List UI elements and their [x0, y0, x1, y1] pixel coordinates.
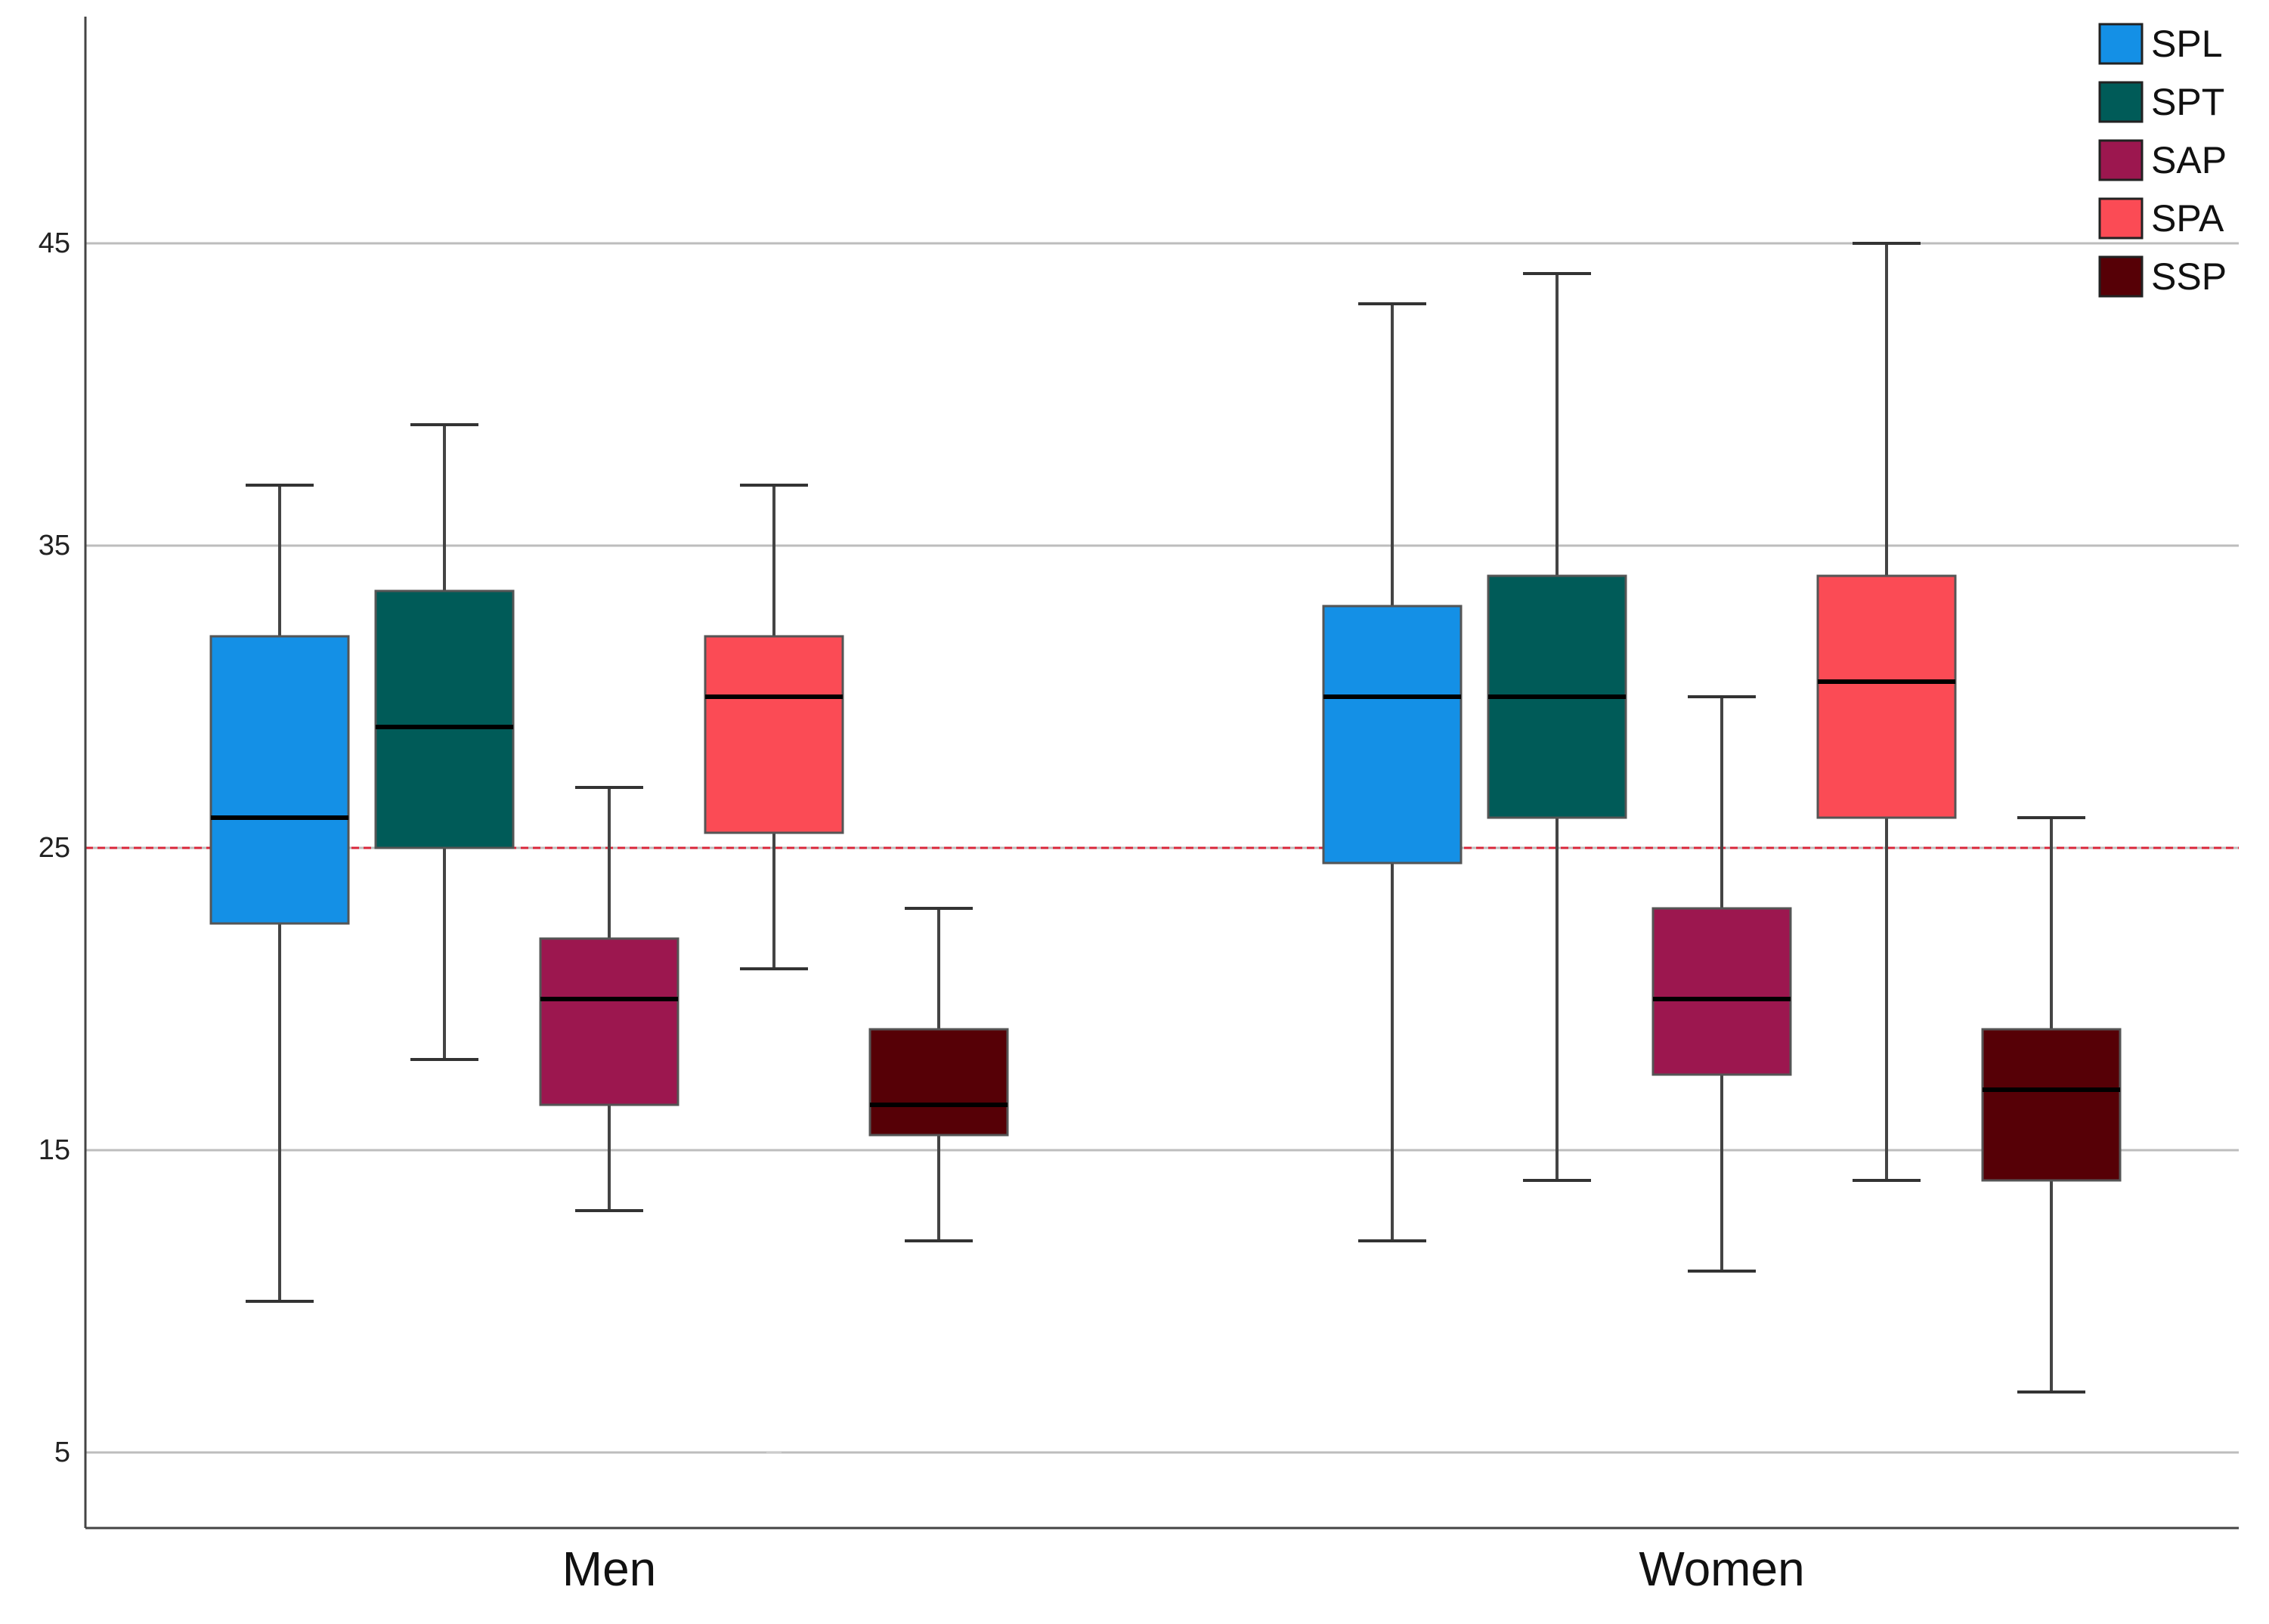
box-iqr	[1816, 574, 1957, 819]
box-iqr	[209, 635, 350, 925]
box-spl-men	[209, 484, 350, 1303]
legend-entry-spa: SPA	[2098, 197, 2224, 240]
y-tick-label-45: 45	[39, 227, 70, 259]
tick-labels: 5 15 25 35 45 Men Women	[39, 227, 1805, 1596]
legend-label: SPL	[2151, 23, 2223, 65]
box-sap-women	[1651, 695, 1792, 1273]
legend-label: SPT	[2151, 81, 2224, 123]
legend-swatch	[2098, 23, 2144, 65]
boxes-layer	[209, 242, 2122, 1453]
legend-swatch	[2098, 255, 2144, 298]
legend-label: SSP	[2151, 255, 2227, 298]
box-iqr	[539, 937, 679, 1106]
box-ssp-men	[868, 907, 1009, 1242]
box-spt-men	[374, 423, 515, 1061]
box-ssp-women	[1981, 816, 2122, 1394]
y-tick-label-35: 35	[39, 530, 70, 561]
legend-entry-sap: SAP	[2098, 139, 2227, 181]
box-iqr	[1981, 1028, 2122, 1182]
y-tick-label-25: 25	[39, 832, 70, 864]
box-spa-women	[1816, 242, 1957, 1182]
legend-swatch	[2098, 197, 2144, 240]
legend-swatch	[2098, 81, 2144, 123]
box-sap-men	[539, 786, 679, 1212]
box-spl-women	[1322, 302, 1463, 1242]
box-spt-women	[1487, 272, 1627, 1182]
y-tick-label-15: 15	[39, 1134, 70, 1166]
y-tick-label-5: 5	[54, 1437, 70, 1468]
box-iqr	[1651, 907, 1792, 1076]
x-category-label-men: Men	[562, 1542, 657, 1596]
box-iqr	[704, 635, 844, 834]
legend-entry-spt: SPT	[2098, 81, 2224, 123]
box-iqr	[868, 1028, 1009, 1137]
box-iqr	[374, 589, 515, 849]
box-iqr	[1322, 605, 1463, 865]
legend-label: SAP	[2151, 139, 2227, 181]
legend-entry-spl: SPL	[2098, 23, 2223, 65]
legend-entry-ssp: SSP	[2098, 255, 2227, 298]
legend: SPL SPT SAP SPA SSP	[2098, 23, 2227, 298]
legend-label: SPA	[2151, 197, 2224, 240]
x-category-label-women: Women	[1639, 1542, 1804, 1596]
box-spa-men	[704, 484, 844, 1453]
legend-swatch	[2098, 139, 2144, 181]
axes	[84, 17, 2239, 1530]
